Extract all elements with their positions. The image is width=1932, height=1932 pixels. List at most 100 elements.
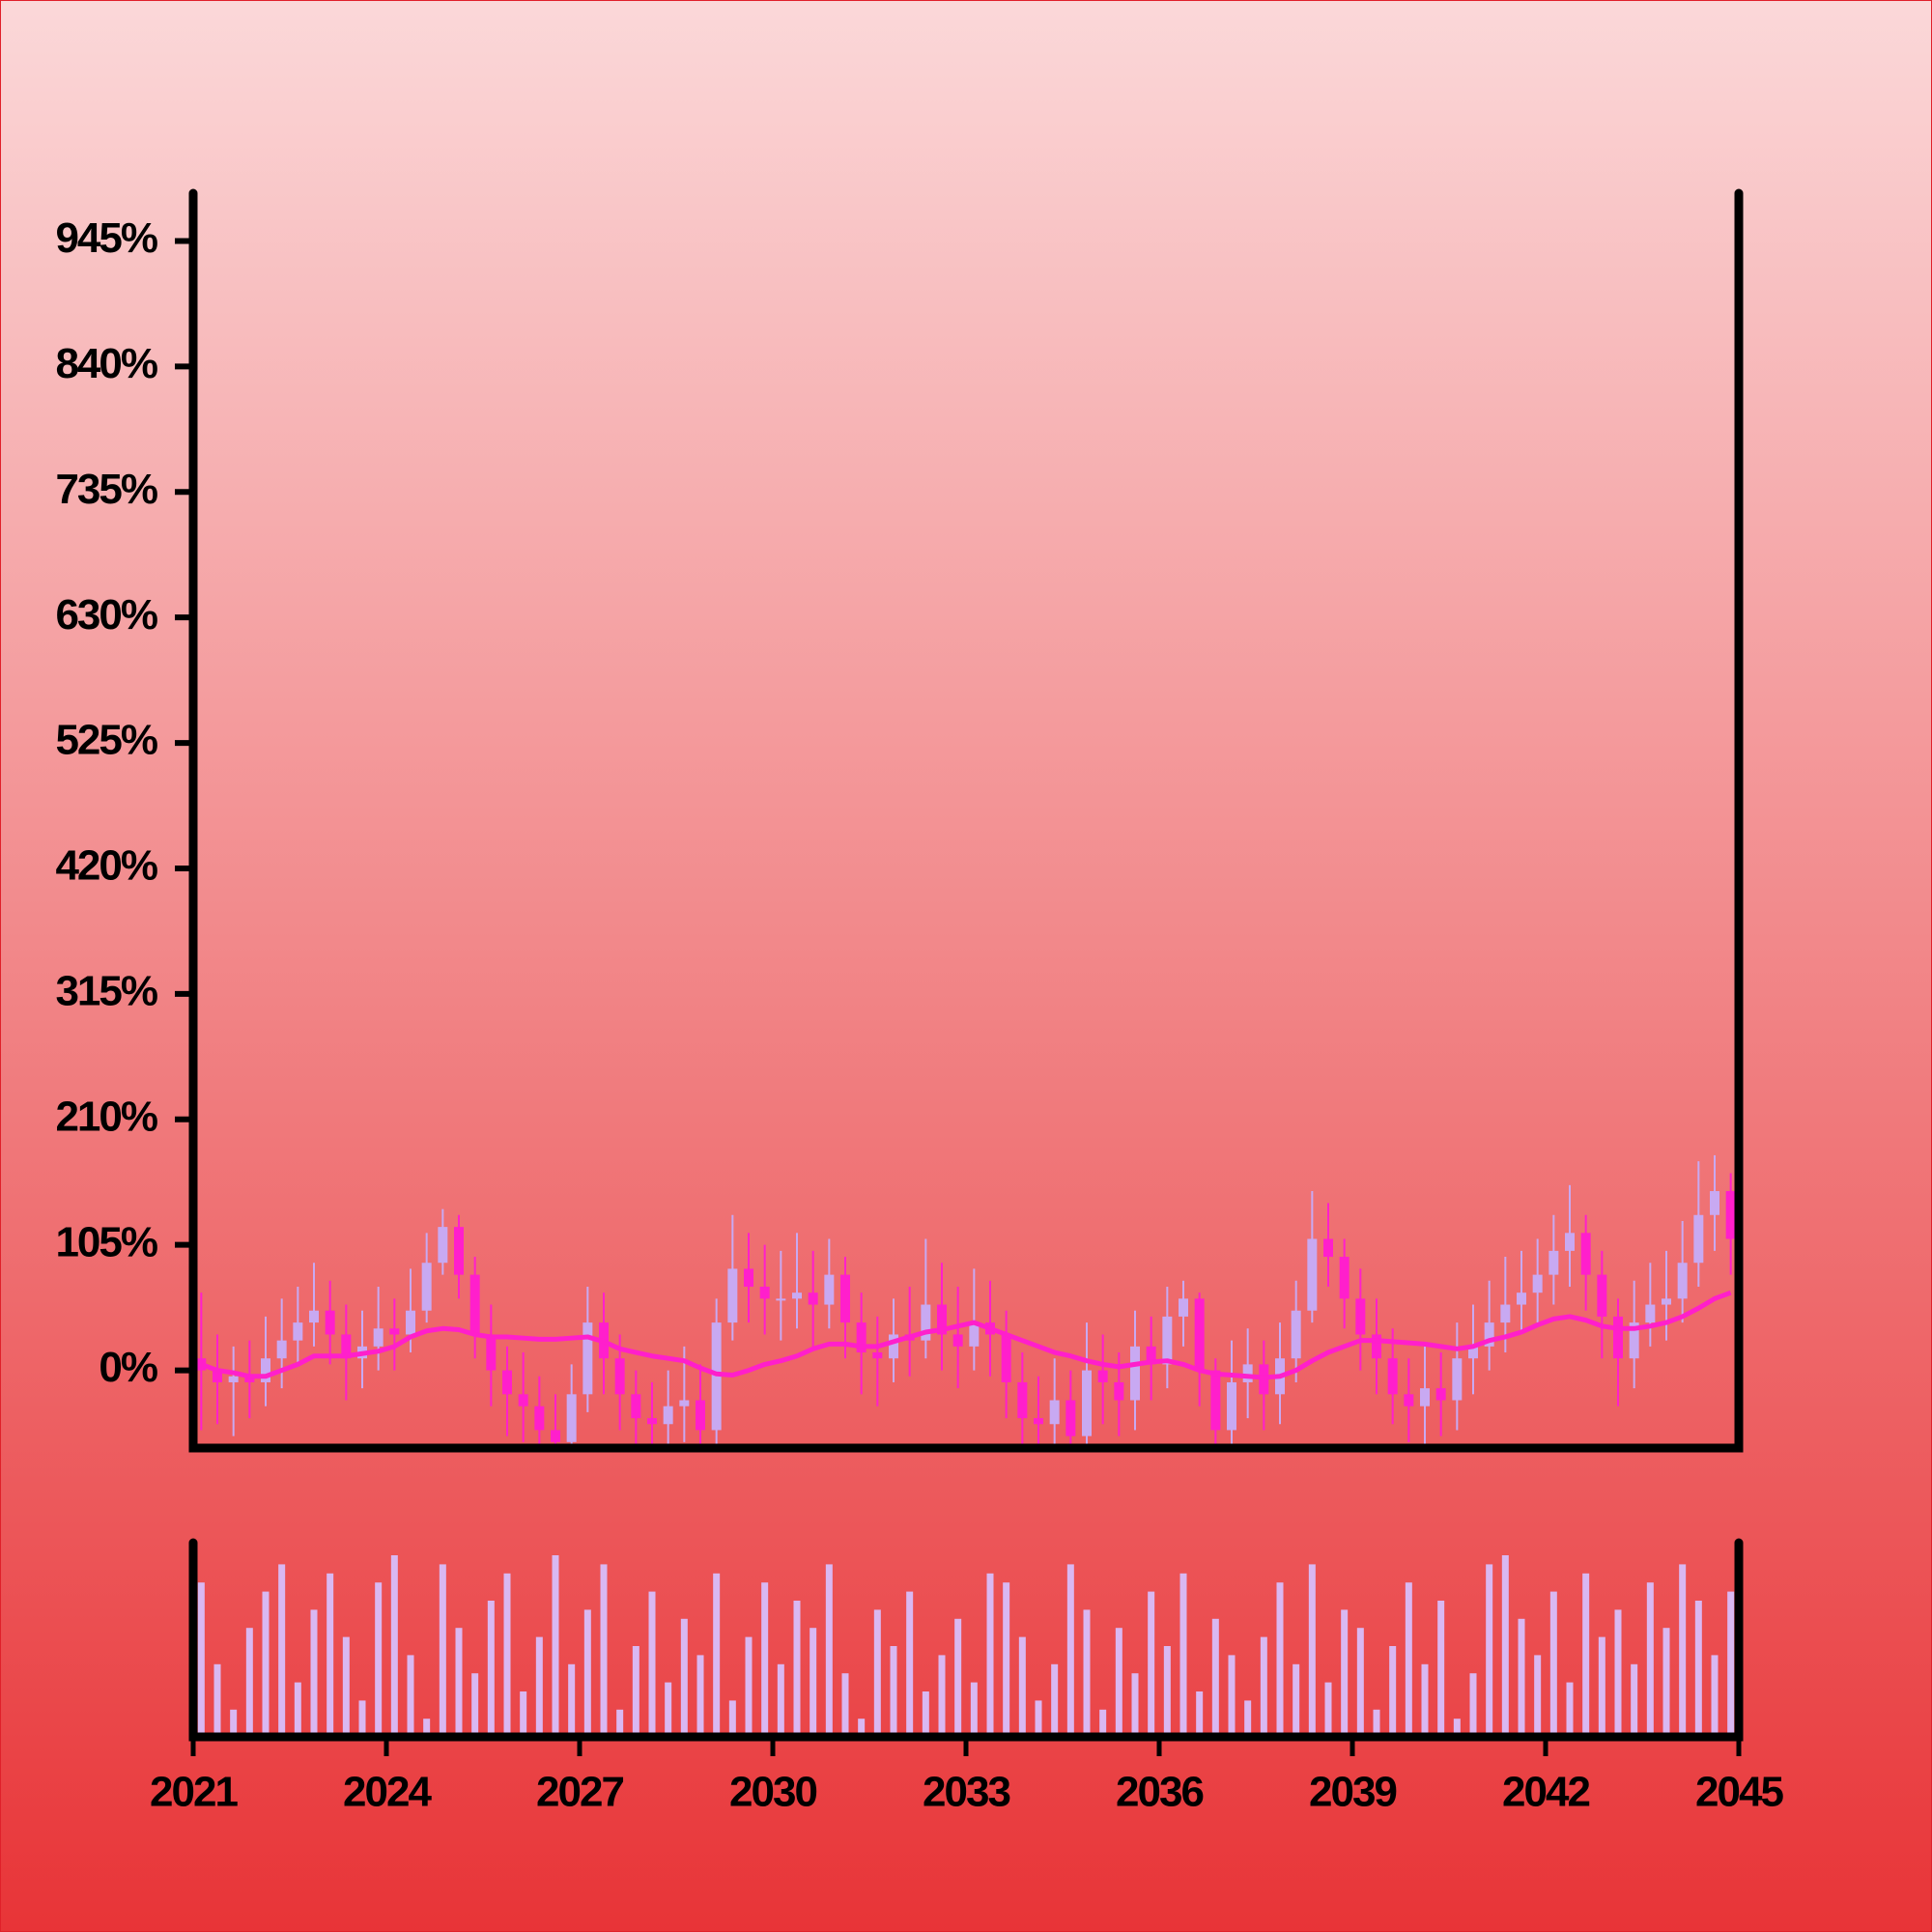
candle-body [309, 1310, 319, 1323]
candle-body [389, 1328, 400, 1335]
volume-bar [1566, 1682, 1574, 1737]
volume-bar [1228, 1655, 1236, 1737]
candle-body [1677, 1263, 1688, 1299]
x-tick-label: 2027 [536, 1769, 623, 1816]
volume-bar [1405, 1582, 1412, 1737]
candle-body [1693, 1214, 1704, 1264]
volume-bar [520, 1691, 527, 1737]
candle-body [937, 1304, 947, 1335]
volume-bar [1711, 1655, 1719, 1737]
x-tick-label: 2045 [1695, 1769, 1783, 1816]
x-tick-label: 2030 [729, 1769, 816, 1816]
y-tick-label: 315% [55, 968, 156, 1015]
y-tick-label: 105% [55, 1218, 156, 1265]
volume-bar [1276, 1582, 1284, 1737]
volume-bar [1614, 1609, 1622, 1737]
volume-bar [873, 1609, 881, 1737]
volume-bar [1631, 1663, 1638, 1737]
candle-body [276, 1340, 287, 1359]
candle-body [1307, 1238, 1318, 1311]
x-tick-label: 2042 [1502, 1769, 1589, 1816]
candle-body [1339, 1257, 1350, 1299]
candle-body [1130, 1346, 1140, 1401]
candle-body [1484, 1322, 1494, 1347]
volume-bar [680, 1618, 688, 1737]
candle-body [952, 1334, 963, 1347]
volume-bar [1662, 1628, 1670, 1737]
candle-body [421, 1263, 432, 1311]
volume-bar [1099, 1709, 1107, 1737]
candle-body [1291, 1310, 1301, 1359]
candle-body [1210, 1370, 1221, 1431]
volume-bar [938, 1655, 946, 1737]
candle-body [1097, 1370, 1108, 1382]
volume-bar [1260, 1636, 1267, 1737]
volume-bar [1244, 1700, 1252, 1737]
candle-body [1500, 1304, 1511, 1323]
volume-bar [1453, 1719, 1461, 1737]
volume-bar [1196, 1691, 1204, 1737]
candle-body [1162, 1316, 1173, 1365]
x-tick-label: 2024 [343, 1769, 432, 1816]
candle-body [1404, 1394, 1414, 1406]
candle-body [824, 1274, 835, 1305]
candle-body [551, 1430, 560, 1442]
candle-body [1114, 1381, 1124, 1401]
candle-body [889, 1334, 898, 1359]
candle-body [1645, 1304, 1656, 1323]
candle-body [1548, 1250, 1559, 1275]
volume-bar [1211, 1618, 1219, 1737]
candle-body [293, 1322, 303, 1341]
volume-bar [1518, 1618, 1525, 1737]
volume-bar [825, 1564, 833, 1737]
y-tick-label: 840% [55, 340, 156, 387]
volume-bar [665, 1682, 672, 1737]
candle-body [325, 1310, 335, 1335]
volume-bar [1598, 1636, 1605, 1737]
volume-bar [890, 1646, 897, 1737]
volume-bar [1163, 1646, 1171, 1737]
price-frame [188, 188, 1744, 1453]
candle-body [1242, 1364, 1253, 1382]
volume-bar [1035, 1700, 1042, 1737]
candle-body [1532, 1274, 1543, 1293]
volume-bar [1066, 1564, 1074, 1737]
candle-body [744, 1268, 753, 1287]
volume-bar [1501, 1555, 1509, 1737]
x-tick-label: 2036 [1116, 1769, 1203, 1816]
volume-bar [278, 1564, 286, 1737]
volume-bar [1694, 1601, 1702, 1737]
volume-bar [471, 1673, 479, 1737]
candle-body [261, 1358, 270, 1382]
candle-body [582, 1322, 593, 1395]
volume-bar [503, 1573, 511, 1737]
candle-body [1710, 1191, 1719, 1215]
volume-bar [1083, 1609, 1091, 1737]
volume-bar [841, 1673, 849, 1737]
candle-body [1049, 1400, 1060, 1425]
volume-bar [1148, 1591, 1155, 1737]
volume-bar [487, 1601, 495, 1737]
candle-body [1082, 1370, 1092, 1436]
candle-body [454, 1227, 464, 1275]
volume-bar [213, 1663, 221, 1737]
candle-body [1565, 1233, 1575, 1251]
candle-body [1194, 1298, 1205, 1371]
volume-bar [970, 1682, 978, 1737]
volume-bar [294, 1682, 301, 1737]
volume-bar [954, 1618, 962, 1737]
candle-body [1725, 1191, 1736, 1239]
volume-bar [1582, 1573, 1590, 1737]
candle-body [759, 1286, 770, 1299]
volume-bar [358, 1700, 366, 1737]
volume-bar [439, 1564, 446, 1737]
candle-body [213, 1370, 222, 1382]
volume-bar [1131, 1673, 1139, 1737]
candle-body [808, 1293, 818, 1305]
candle-body [679, 1400, 690, 1406]
candle-body [631, 1394, 641, 1419]
volume-bar [1115, 1628, 1122, 1737]
volume-bar [616, 1709, 624, 1737]
candle-body [856, 1322, 867, 1353]
